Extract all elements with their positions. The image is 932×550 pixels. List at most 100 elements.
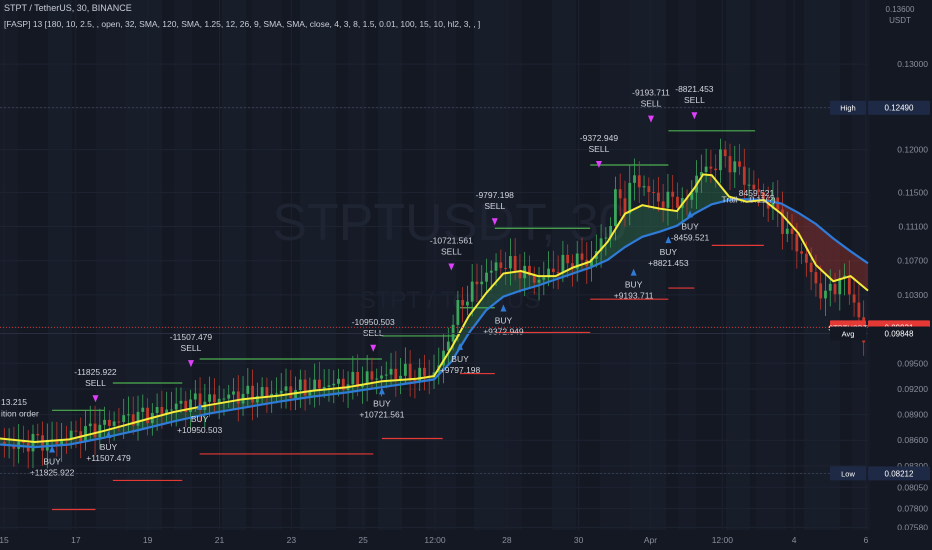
time-tick-label: 30 <box>574 535 584 545</box>
candle-body <box>532 275 536 283</box>
buy-label: BUY <box>43 457 61 467</box>
candle-body <box>561 254 565 273</box>
candle-body <box>489 270 493 273</box>
cloud-segment <box>633 205 643 242</box>
candle-body <box>709 166 713 169</box>
indicator-settings[interactable]: [FASP] 13 [180, 10, 2.5, , open, 32, SMA… <box>4 19 481 29</box>
background-band <box>126 0 162 530</box>
candle-body <box>494 262 498 271</box>
candle-body <box>12 444 16 449</box>
time-axis[interactable]: 15 17 19 21 23 25 12:00 28 30 Apr 12:00 4 6 <box>0 530 932 550</box>
cloud-segment <box>668 209 678 229</box>
candle-body <box>771 197 775 209</box>
candle-body <box>704 166 708 173</box>
sell-amount-label: -10721.561 <box>430 236 473 246</box>
buy-arrow-icon <box>500 304 507 312</box>
candle-body <box>470 281 474 302</box>
candle-body <box>814 272 818 284</box>
candle-body <box>747 184 751 186</box>
cloud-segment <box>841 244 851 279</box>
candle-body <box>676 196 679 208</box>
candle-body <box>165 409 169 414</box>
candle-body <box>36 433 40 436</box>
sell-label: SELL <box>484 201 505 211</box>
sell-arrow-icon <box>187 360 194 368</box>
candle-body <box>804 253 808 263</box>
watermark-subtitle: STPT / TetherUS <box>360 287 541 314</box>
buy-label: BUY <box>660 247 678 257</box>
price-tick-label: 0.07800 <box>897 504 928 514</box>
watermark-symbol: STPTUSDT, 30 <box>272 194 627 252</box>
cloud-segment <box>607 227 617 260</box>
candle-body <box>136 411 140 426</box>
cloud-segment <box>850 251 860 284</box>
candle-body <box>828 283 832 291</box>
candle-body <box>757 189 761 193</box>
candle-body <box>370 371 374 380</box>
candle-body <box>275 393 278 395</box>
fast-ma-line <box>0 173 869 444</box>
cloud-segment <box>824 231 834 282</box>
candle-body <box>785 228 789 234</box>
avg-badge <box>868 326 930 341</box>
price-tick-label: 0.07580 <box>897 522 928 532</box>
price-axis[interactable]: 0.13600 USDT 0.13000 0.12490 0.12000 0.11500 0… <box>870 0 932 532</box>
cloud-segment <box>486 283 495 311</box>
candle-body <box>184 400 188 412</box>
price-tick-label: 0.08600 <box>897 435 928 445</box>
candle-body <box>351 371 355 385</box>
background-band <box>678 0 696 530</box>
candle-body <box>88 423 92 427</box>
candle-body <box>508 256 512 269</box>
time-tick-label: 17 <box>71 535 81 545</box>
candle-body <box>356 371 360 388</box>
sell-arrow-icon <box>691 112 698 120</box>
cloud-segment <box>651 206 660 235</box>
candle-body <box>609 226 613 238</box>
candle-body <box>518 270 522 279</box>
candle-body <box>198 393 202 410</box>
time-tick-label: 6 <box>864 535 869 545</box>
candle-body <box>131 414 135 426</box>
candle-body <box>270 393 274 397</box>
axis-top-value: 0.13600 <box>886 5 915 14</box>
buy-arrow-icon <box>196 402 203 410</box>
price-badges: 0.12490High0.09921STPTUSDT0.09848Avg0.08… <box>0 100 930 481</box>
buy-amount-label: +10950.503 <box>177 425 222 435</box>
candle-body <box>571 263 574 269</box>
cloud-segment <box>781 203 790 224</box>
candle-body <box>733 161 737 173</box>
candle-body <box>141 407 145 412</box>
candle-body <box>466 301 469 306</box>
candle-body <box>160 407 164 414</box>
buy-arrow-icon <box>687 210 694 218</box>
time-tick-label: 28 <box>502 535 512 545</box>
candle-body <box>623 198 627 214</box>
time-tick-label: 19 <box>143 535 153 545</box>
buy-label: BUY <box>451 354 469 364</box>
annotation-text: 8459.521 <box>739 188 775 198</box>
cloud-segment <box>642 205 651 237</box>
cloud-segment <box>711 175 721 205</box>
cloud-segment <box>815 223 825 274</box>
candle-body <box>408 363 412 380</box>
axis-currency-label: USDT <box>889 16 911 25</box>
low-tag-label: Low <box>841 469 855 478</box>
candle-body <box>208 394 212 402</box>
candle-body <box>303 379 307 396</box>
candle-body <box>365 371 369 385</box>
candle-body <box>337 378 340 384</box>
candle-body <box>547 268 550 278</box>
buy-amount-label: +9372.949 <box>483 326 524 336</box>
buy-arrow-icon <box>378 387 385 395</box>
candle-body <box>289 386 293 398</box>
sell-label: SELL <box>441 247 462 257</box>
candle-body <box>752 184 756 190</box>
buy-amount-label: -8459.521 <box>671 232 710 242</box>
candle-body <box>246 385 250 394</box>
candle-body <box>642 186 646 188</box>
cloud-segment <box>477 293 487 322</box>
annotation-text: ition order <box>1 408 39 418</box>
candle-body <box>590 258 593 267</box>
